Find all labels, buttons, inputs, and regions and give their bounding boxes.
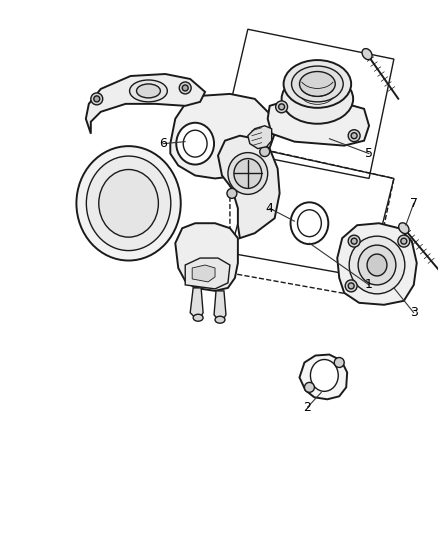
- Circle shape: [259, 147, 269, 157]
- Circle shape: [94, 96, 99, 102]
- Polygon shape: [336, 223, 416, 305]
- Text: 6: 6: [159, 137, 167, 150]
- Ellipse shape: [283, 60, 350, 108]
- Ellipse shape: [281, 74, 352, 124]
- Circle shape: [226, 188, 237, 198]
- Circle shape: [347, 235, 359, 247]
- Ellipse shape: [299, 71, 335, 96]
- Ellipse shape: [398, 223, 408, 233]
- Circle shape: [333, 358, 343, 367]
- Circle shape: [350, 238, 356, 244]
- Ellipse shape: [86, 156, 170, 251]
- Text: 3: 3: [409, 306, 417, 319]
- Text: 4: 4: [265, 202, 273, 215]
- Polygon shape: [218, 136, 279, 238]
- Polygon shape: [267, 100, 368, 146]
- Ellipse shape: [361, 49, 371, 60]
- Circle shape: [400, 238, 406, 244]
- Polygon shape: [214, 291, 226, 320]
- Circle shape: [91, 93, 102, 105]
- Polygon shape: [192, 265, 215, 282]
- Ellipse shape: [176, 123, 214, 165]
- Ellipse shape: [310, 360, 337, 391]
- Circle shape: [347, 283, 353, 289]
- Ellipse shape: [76, 146, 180, 261]
- Circle shape: [304, 382, 314, 392]
- Polygon shape: [86, 74, 205, 134]
- Ellipse shape: [297, 210, 321, 237]
- Text: 1: 1: [364, 278, 372, 292]
- Circle shape: [275, 101, 287, 113]
- Polygon shape: [247, 126, 271, 149]
- Polygon shape: [190, 288, 203, 318]
- Ellipse shape: [291, 66, 343, 102]
- Circle shape: [344, 280, 356, 292]
- Circle shape: [182, 85, 188, 91]
- Ellipse shape: [183, 130, 207, 157]
- Ellipse shape: [366, 254, 386, 276]
- Ellipse shape: [99, 169, 158, 237]
- Ellipse shape: [233, 158, 261, 188]
- Circle shape: [278, 104, 284, 110]
- Text: 7: 7: [409, 197, 417, 210]
- Polygon shape: [185, 258, 230, 289]
- Polygon shape: [299, 354, 346, 399]
- Text: 5: 5: [364, 147, 372, 160]
- Ellipse shape: [357, 245, 395, 285]
- Text: 2: 2: [303, 401, 311, 414]
- Ellipse shape: [129, 80, 167, 102]
- Circle shape: [179, 82, 191, 94]
- Polygon shape: [175, 223, 237, 291]
- Ellipse shape: [290, 203, 328, 244]
- Polygon shape: [170, 94, 274, 179]
- Ellipse shape: [193, 314, 203, 321]
- Ellipse shape: [215, 316, 224, 323]
- Circle shape: [347, 130, 359, 142]
- Ellipse shape: [136, 84, 160, 98]
- Circle shape: [397, 235, 409, 247]
- Ellipse shape: [348, 236, 404, 294]
- Ellipse shape: [227, 152, 267, 195]
- Circle shape: [350, 133, 356, 139]
